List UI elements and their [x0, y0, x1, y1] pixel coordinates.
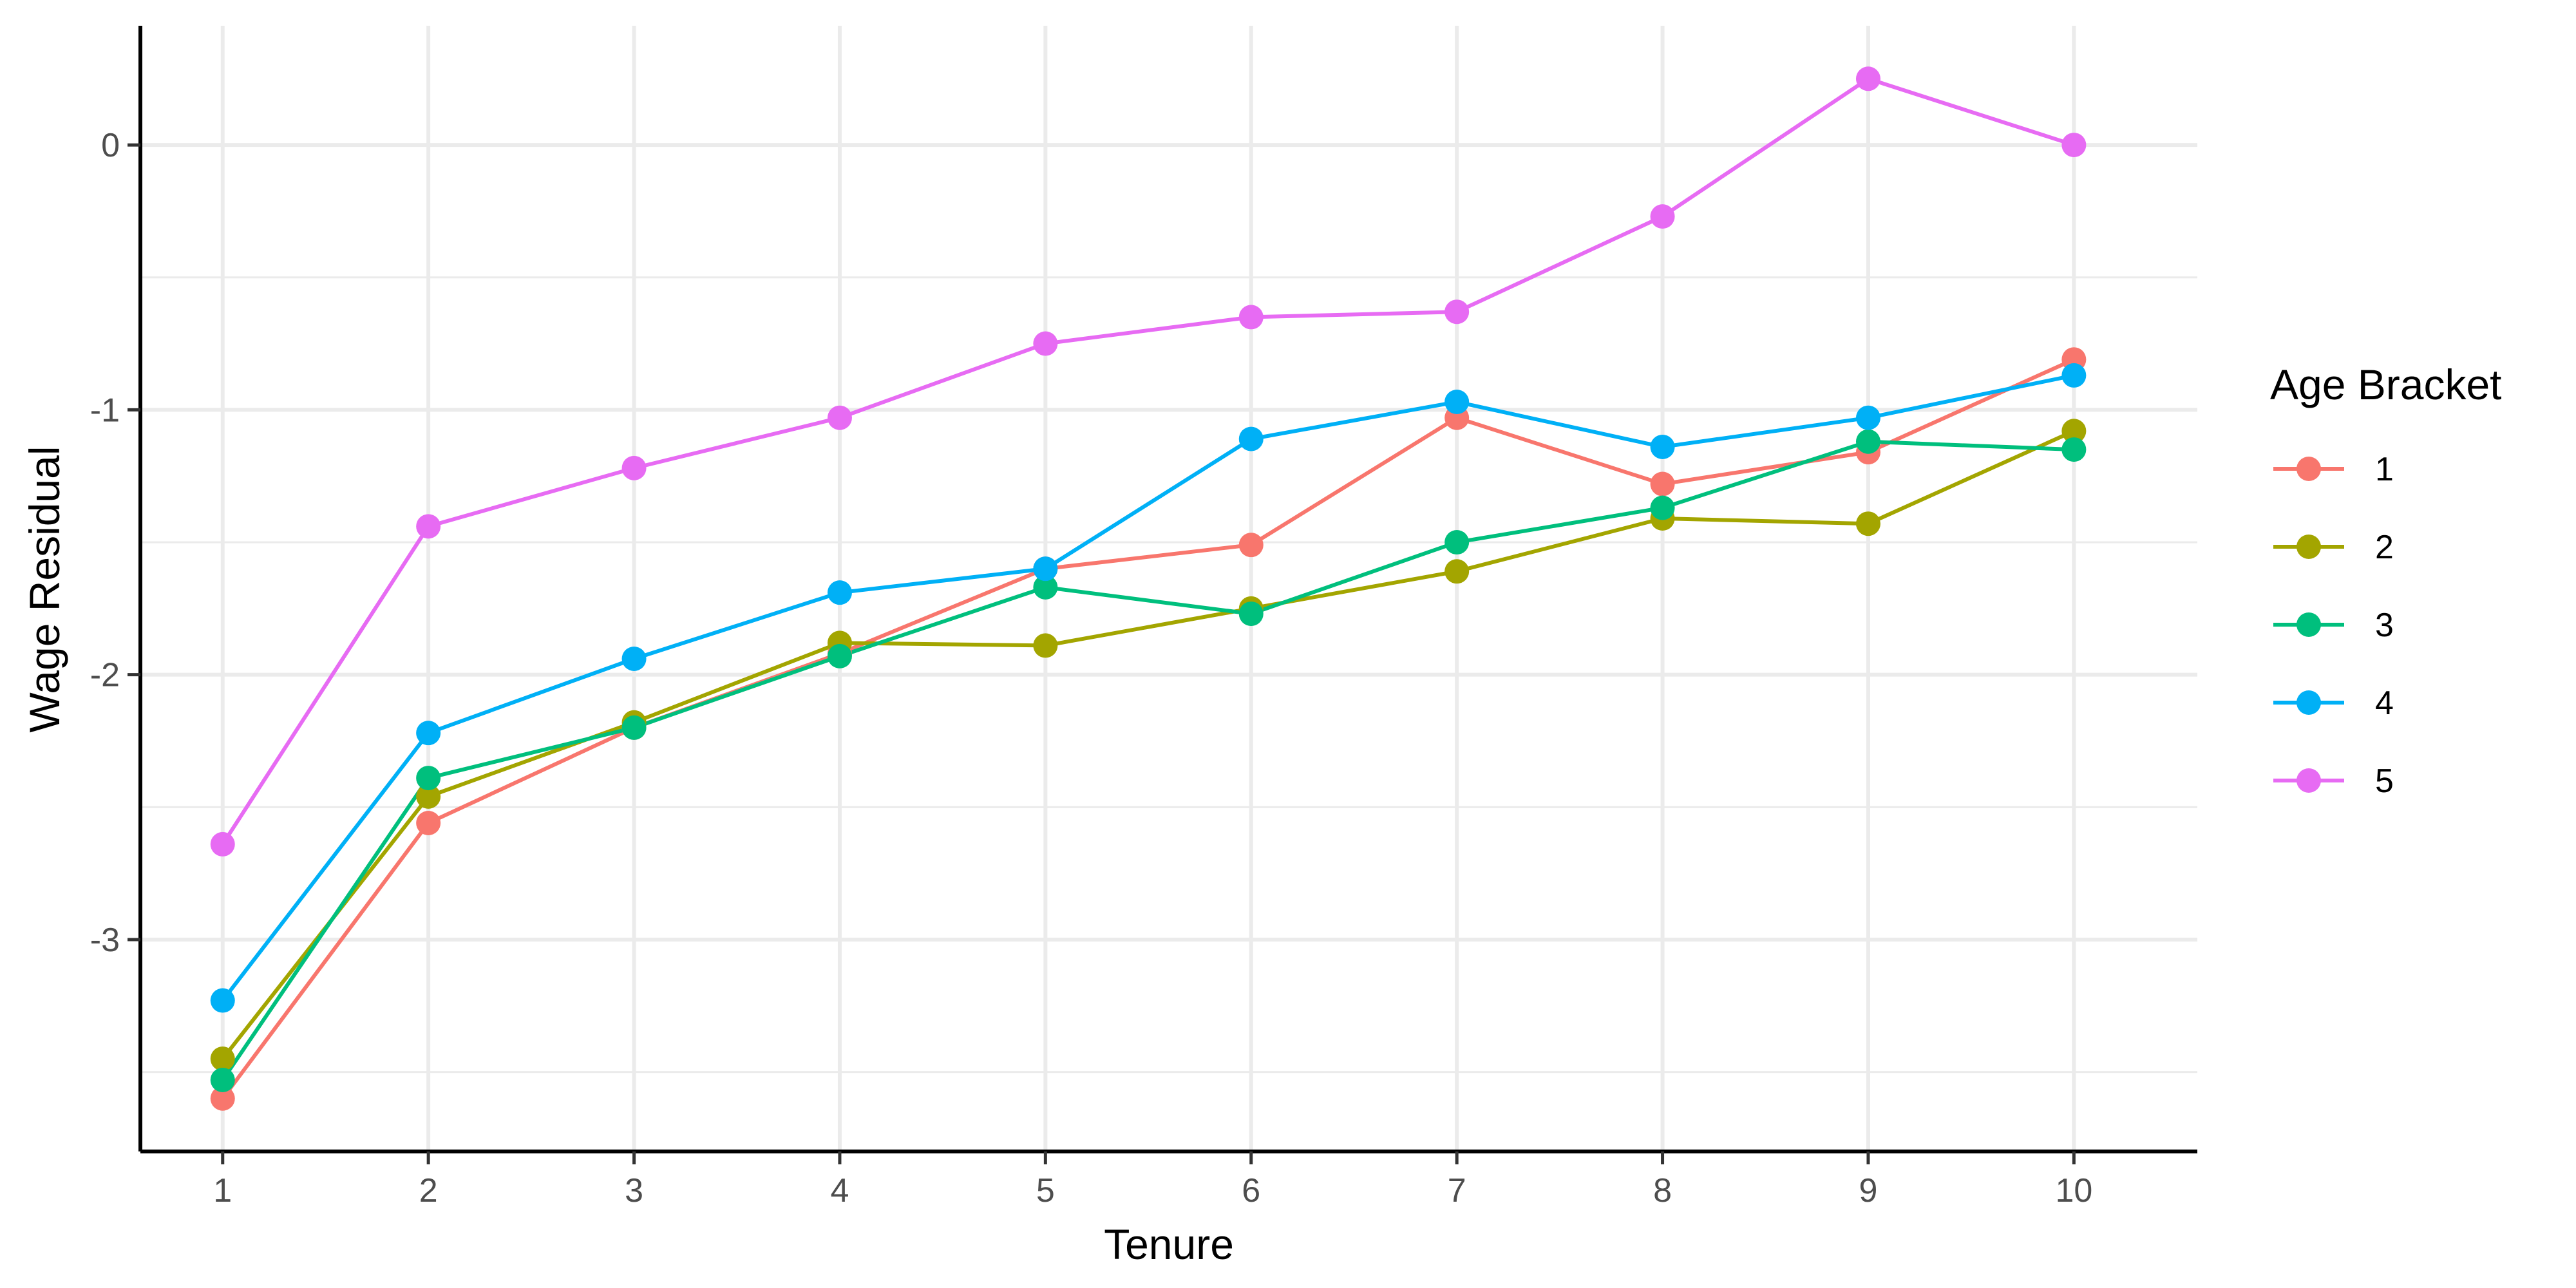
- data-point-series-4: [1650, 434, 1675, 459]
- x-tick-label: 5: [1036, 1172, 1055, 1209]
- data-point-series-3: [1855, 429, 1880, 454]
- data-point-series-3: [1033, 574, 1058, 600]
- x-tick-label: 9: [1859, 1172, 1877, 1209]
- data-point-series-5: [1033, 331, 1058, 356]
- data-point-series-3: [2061, 437, 2087, 462]
- data-point-series-4: [210, 988, 235, 1013]
- data-point-series-5: [1444, 299, 1470, 325]
- legend-key-point: [2297, 612, 2321, 637]
- data-point-series-4: [416, 721, 441, 746]
- data-point-series-3: [1238, 601, 1264, 627]
- x-tick-label: 4: [830, 1172, 849, 1209]
- legend-key-point: [2297, 690, 2321, 715]
- data-point-series-2: [210, 1046, 235, 1072]
- y-tick-label: 0: [101, 127, 120, 164]
- legend-label: 4: [2375, 685, 2394, 722]
- data-point-series-5: [210, 831, 235, 857]
- x-tick-label: 3: [625, 1172, 643, 1209]
- legend-key-point: [2297, 535, 2321, 559]
- data-point-series-3: [210, 1067, 235, 1092]
- data-point-series-4: [827, 580, 852, 605]
- y-tick-label: -1: [90, 392, 120, 429]
- data-point-series-3: [1444, 530, 1470, 555]
- x-tick-label: 2: [419, 1172, 438, 1209]
- series-layer: [210, 66, 2087, 1111]
- data-point-series-5: [827, 405, 852, 430]
- y-tick-label: -2: [90, 657, 120, 694]
- legend-key-point: [2297, 768, 2321, 793]
- y-axis-title: Wage Residual: [21, 446, 68, 732]
- x-tick-label: 1: [213, 1172, 232, 1209]
- data-point-series-4: [1444, 390, 1470, 415]
- x-tick-label: 10: [2055, 1172, 2092, 1209]
- y-tick-label: -3: [90, 922, 120, 959]
- series-line-3: [221, 439, 2074, 1081]
- series-line-1: [221, 357, 2075, 1100]
- data-point-series-2: [1444, 559, 1470, 584]
- series-line-5: [221, 77, 2075, 846]
- data-point-series-2: [416, 784, 441, 809]
- data-point-series-4: [1238, 426, 1264, 451]
- legend-label: 2: [2375, 529, 2394, 566]
- legend: 1 2 3 4 5: [2273, 451, 2394, 800]
- data-point-series-3: [416, 766, 441, 791]
- data-point-series-1: [1650, 471, 1675, 497]
- legend-label: 3: [2375, 607, 2394, 644]
- series-line-2: [221, 429, 2075, 1060]
- legend-label: 1: [2375, 451, 2394, 488]
- x-tick-label: 8: [1653, 1172, 1672, 1209]
- x-tick-label: 7: [1448, 1172, 1466, 1209]
- x-axis-title: Tenure: [1104, 1220, 1234, 1268]
- data-point-series-2: [2061, 419, 2087, 444]
- data-point-series-5: [1238, 305, 1264, 330]
- data-point-series-4: [1033, 556, 1058, 582]
- data-point-series-5: [1650, 204, 1675, 229]
- x-tick-label: 6: [1242, 1172, 1260, 1209]
- data-point-series-4: [2061, 363, 2087, 388]
- legend-label: 5: [2375, 762, 2394, 800]
- data-point-series-1: [210, 1086, 235, 1111]
- data-point-series-3: [827, 643, 852, 668]
- legend-title: Age Bracket: [2270, 361, 2502, 408]
- legend-key-point: [2297, 457, 2321, 481]
- data-point-series-3: [1650, 495, 1675, 520]
- data-point-series-5: [2061, 133, 2087, 158]
- data-point-series-2: [1855, 511, 1880, 536]
- data-point-series-4: [621, 646, 647, 671]
- data-point-series-4: [1855, 405, 1880, 430]
- data-point-series-1: [416, 810, 441, 835]
- data-point-series-5: [416, 514, 441, 539]
- data-point-series-5: [621, 455, 647, 480]
- data-point-series-1: [1238, 533, 1264, 558]
- series-line-4: [221, 373, 2074, 1002]
- data-point-series-2: [1033, 633, 1058, 658]
- data-point-series-3: [621, 715, 647, 740]
- axes-layer: -3 -2 -1 0 1 2 3 4 5 6 7 8 9 10: [90, 26, 2197, 1209]
- data-point-series-5: [1855, 66, 1880, 91]
